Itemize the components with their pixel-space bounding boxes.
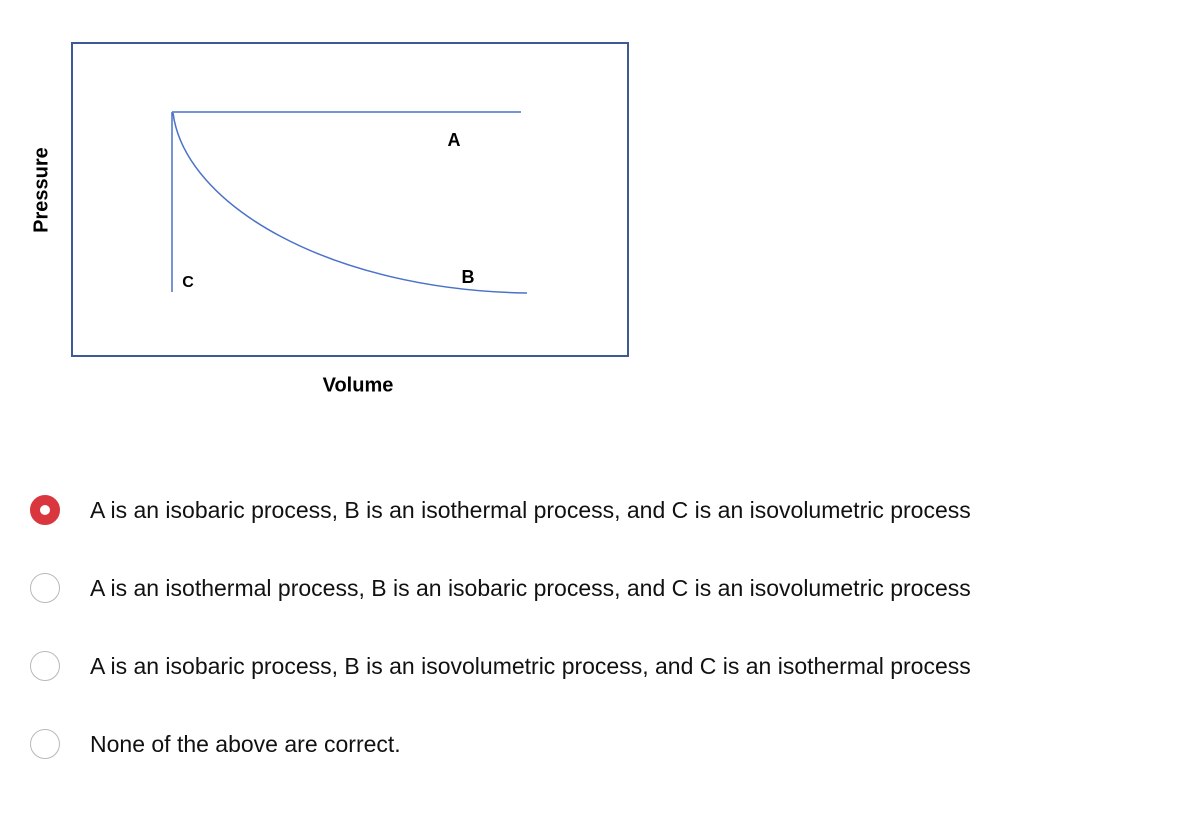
answer-option[interactable]: A is an isothermal process, B is an isob… (30, 570, 971, 606)
radio-dot (40, 505, 50, 515)
label-a: A (448, 130, 461, 150)
process-b-curve (172, 112, 528, 294)
option-text[interactable]: A is an isothermal process, B is an isob… (90, 574, 971, 601)
option-text[interactable]: A is an isobaric process, B is an isothe… (90, 496, 971, 523)
answer-option[interactable]: A is an isobaric process, B is an isovol… (30, 648, 971, 684)
radio-button[interactable] (30, 495, 60, 525)
answer-option[interactable]: A is an isobaric process, B is an isothe… (30, 492, 971, 528)
radio-button[interactable] (30, 573, 60, 603)
radio-button[interactable] (30, 651, 60, 681)
label-b: B (462, 267, 475, 287)
diagram: A B C Pressure Volume (30, 42, 629, 396)
option-text[interactable]: A is an isobaric process, B is an isovol… (90, 652, 971, 679)
option-text[interactable]: None of the above are correct. (90, 730, 401, 757)
x-axis-label: Volume (323, 374, 394, 396)
radio-button[interactable] (30, 729, 60, 759)
answer-option[interactable]: None of the above are correct. (30, 726, 401, 762)
label-c: C (182, 274, 194, 291)
y-axis-label: Pressure (30, 147, 52, 233)
diagram-frame (71, 42, 629, 357)
